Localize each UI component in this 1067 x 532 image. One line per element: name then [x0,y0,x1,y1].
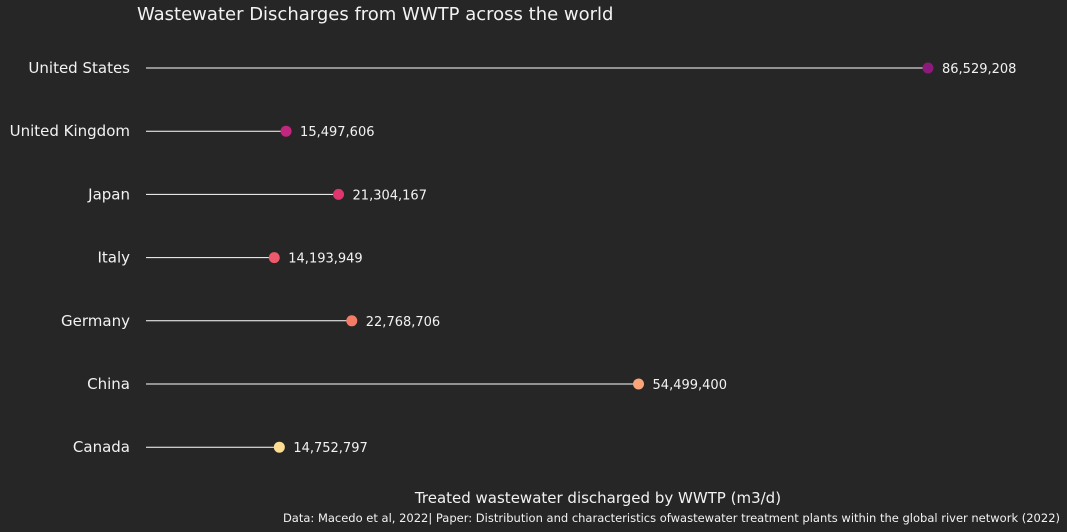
chart-title: Wastewater Discharges from WWTP across t… [137,4,613,25]
lollipop-point-united-kingdom [280,125,292,137]
lollipop-point-japan [333,188,345,200]
lollipop-point-canada [273,441,285,453]
x-axis-title: Treated wastewater discharged by WWTP (m… [414,489,781,507]
category-label-italy: Italy [97,249,130,267]
lollipop-point-germany [346,315,358,327]
value-label-china: 54,499,400 [653,378,727,393]
value-label-united-kingdom: 15,497,606 [300,125,374,140]
value-label-canada: 14,752,797 [293,441,367,456]
lollipop-point-united-states [922,62,934,74]
lollipop-point-china [633,378,645,390]
value-label-italy: 14,193,949 [288,252,362,267]
category-label-united-states: United States [28,59,130,77]
category-label-china: China [87,375,130,393]
value-label-germany: 22,768,706 [366,315,440,330]
chart-caption: Data: Macedo et al, 2022| Paper: Distrib… [283,511,1060,525]
value-label-united-states: 86,529,208 [942,62,1016,77]
lollipop-point-italy [268,252,280,264]
category-label-united-kingdom: United Kingdom [10,122,130,140]
category-label-germany: Germany [61,312,130,330]
value-label-japan: 21,304,167 [353,188,427,203]
category-label-japan: Japan [87,185,130,203]
category-label-canada: Canada [73,438,130,456]
chart-marks: United States 86,529,208 United Kingdom 15,… [10,59,1017,456]
